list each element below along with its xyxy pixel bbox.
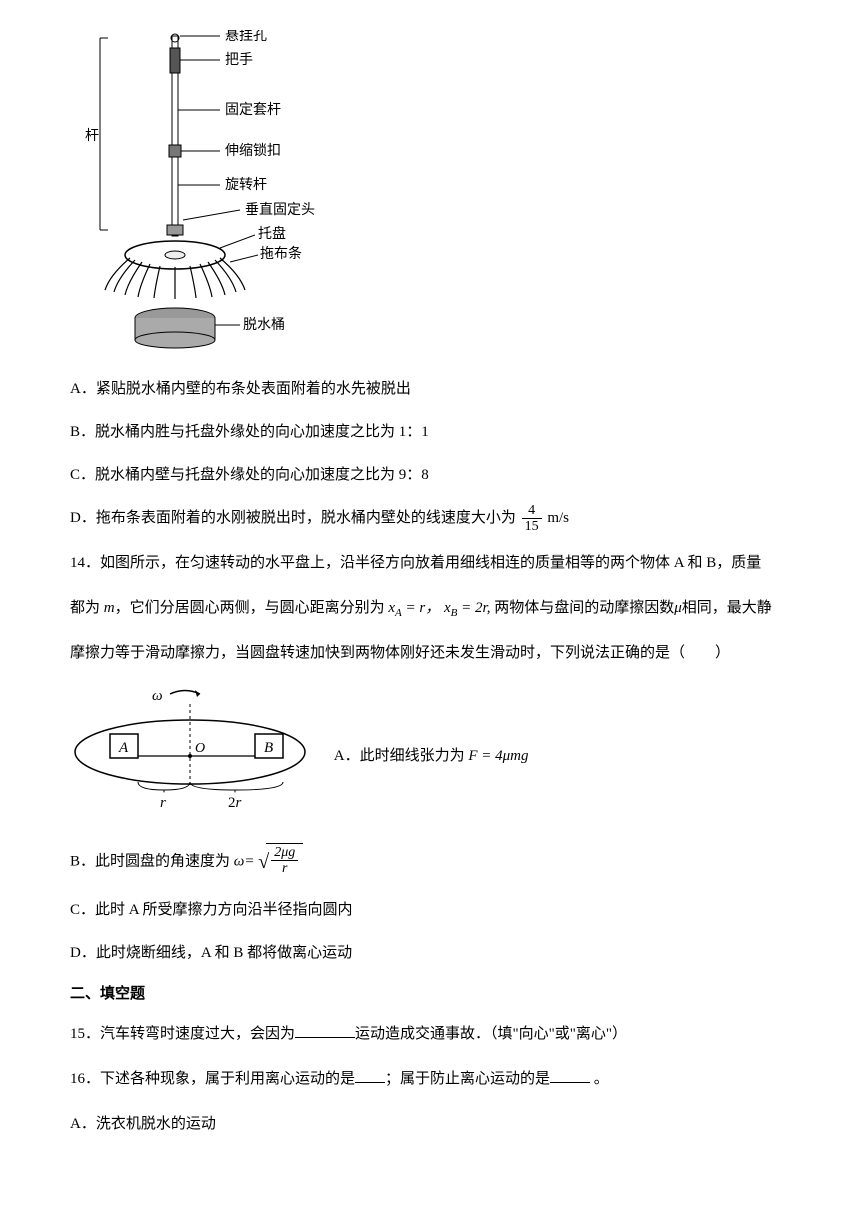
block-a-label: A xyxy=(118,740,129,756)
vertical-head-label: 垂直固定头 xyxy=(245,201,315,218)
q14-l2a: 都为 xyxy=(70,600,104,616)
q14-stem-line3: 摩擦力等于滑动摩擦力，当圆盘转速加快到两物体刚好还未发生滑动时，下列说法正确的是… xyxy=(70,637,790,670)
q14-rotating-disk-figure: ω A B O r xyxy=(70,682,320,830)
q14-l2c: 两物体与盘间的动摩擦因数 xyxy=(494,600,674,616)
center-o-label: O xyxy=(195,741,205,756)
q15-text: 15．汽车转弯时速度过大，会因为 运动造成交通事故．（填"向心"或"离心"） xyxy=(70,1018,790,1051)
q14-option-a: A．此时细线张力为 F = 4μmg xyxy=(334,740,529,773)
fixed-sleeve-label: 固定套杆 xyxy=(225,102,281,118)
q14-figure-row: ω A B O r xyxy=(70,682,790,830)
handle-label: 把手 xyxy=(225,52,253,68)
q14-xa-sub: A xyxy=(395,607,402,619)
q14-b-prefix: B．此时圆盘的角速度为 xyxy=(70,854,230,870)
q13-d-prefix: D．拖布条表面附着的水刚被脱出时，脱水桶内壁处的线速度大小为 xyxy=(70,510,516,526)
bucket-label: 脱水桶 xyxy=(243,317,285,333)
q14-b-omega: ω xyxy=(234,854,245,870)
q14-stem-line2: 都为 m，它们分居圆心两侧，与圆心距离分别为 xA = r， xB = 2r, … xyxy=(70,592,790,625)
mop-svg: 杆 悬挂孔 把手 固定套杆 伸缩锁扣 旋转杆 垂直固定头 xyxy=(80,30,340,350)
q13-option-d: D．拖布条表面附着的水刚被脱出时，脱水桶内壁处的线速度大小为 4 15 m/s xyxy=(70,502,790,535)
q14-eq1: = r， xyxy=(402,600,440,616)
mop-diagram: 杆 悬挂孔 把手 固定套杆 伸缩锁扣 旋转杆 垂直固定头 xyxy=(80,30,790,358)
q13-d-fraction: 4 15 xyxy=(522,503,542,535)
frac-num-2ug: 2μg xyxy=(271,845,298,861)
block-b-label: B xyxy=(264,740,273,756)
q16-c: 。 xyxy=(590,1071,609,1087)
q14-xb: x xyxy=(444,600,451,616)
frac-den-r: r xyxy=(271,861,298,876)
q16-a: 16．下述各种现象，属于利用离心运动的是 xyxy=(70,1071,355,1087)
mop-strip-label: 拖布条 xyxy=(260,245,302,262)
telescopic-lock-label: 伸缩锁扣 xyxy=(225,143,281,159)
q15-b: 运动造成交通事故．（填"向心"或"离心"） xyxy=(355,1026,627,1042)
q15-blank[interactable] xyxy=(295,1023,355,1038)
q14-stem-line1: 14．如图所示，在匀速转动的水平盘上，沿半径方向放着用细线相连的质量相等的两个物… xyxy=(70,547,790,580)
q16-blank-2[interactable] xyxy=(550,1068,590,1083)
r-label: r xyxy=(160,795,166,811)
r2-label: 2r xyxy=(228,795,242,811)
q15-a: 15．汽车转弯时速度过大，会因为 xyxy=(70,1026,295,1042)
q14-l2b: ，它们分居圆心两侧，与圆心距离分别为 xyxy=(115,600,385,616)
tray-label: 托盘 xyxy=(258,225,286,242)
q16-b: ；属于防止离心运动的是 xyxy=(385,1071,550,1087)
q14-option-d: D．此时烧断细线，A 和 B 都将做离心运动 xyxy=(70,937,790,970)
q16-option-a: A．洗衣机脱水的运动 xyxy=(70,1108,790,1141)
frac-num: 4 xyxy=(522,503,542,519)
frac-den: 15 xyxy=(522,519,542,534)
sqrt-expression: √ 2μg r xyxy=(258,840,303,884)
q14-option-b: B．此时圆盘的角速度为 ω= √ 2μg r xyxy=(70,840,790,884)
q14-eq2: = 2r, xyxy=(457,600,490,616)
q13-d-suffix: m/s xyxy=(547,510,569,526)
hang-hole-label: 悬挂孔 xyxy=(225,30,267,44)
q16-text: 16．下述各种现象，属于利用离心运动的是 ；属于防止离心运动的是 。 xyxy=(70,1063,790,1096)
q13-option-b: B．脱水桶内胜与托盘外缘处的向心加速度之比为 1：1 xyxy=(70,416,790,449)
section-2-title: 二、填空题 xyxy=(70,982,790,1006)
q14-a-formula: F = 4μmg xyxy=(468,748,528,764)
q16-blank-1[interactable] xyxy=(355,1068,385,1083)
q14-option-c: C．此时 A 所受摩擦力方向沿半径指向圆内 xyxy=(70,894,790,927)
q14-a-prefix: A．此时细线张力为 xyxy=(334,748,465,764)
q14-mu: μ xyxy=(674,600,682,616)
omega-label: ω xyxy=(152,688,163,704)
rotating-rod-label: 旋转杆 xyxy=(225,177,267,193)
q13-option-c: C．脱水桶内壁与托盘外缘处的向心加速度之比为 9：8 xyxy=(70,459,790,492)
pole-label: 杆 xyxy=(85,128,99,144)
q14-l2d: 相同，最大静 xyxy=(682,600,772,616)
q13-option-a: A．紧贴脱水桶内壁的布条处表面附着的水先被脱出 xyxy=(70,373,790,406)
